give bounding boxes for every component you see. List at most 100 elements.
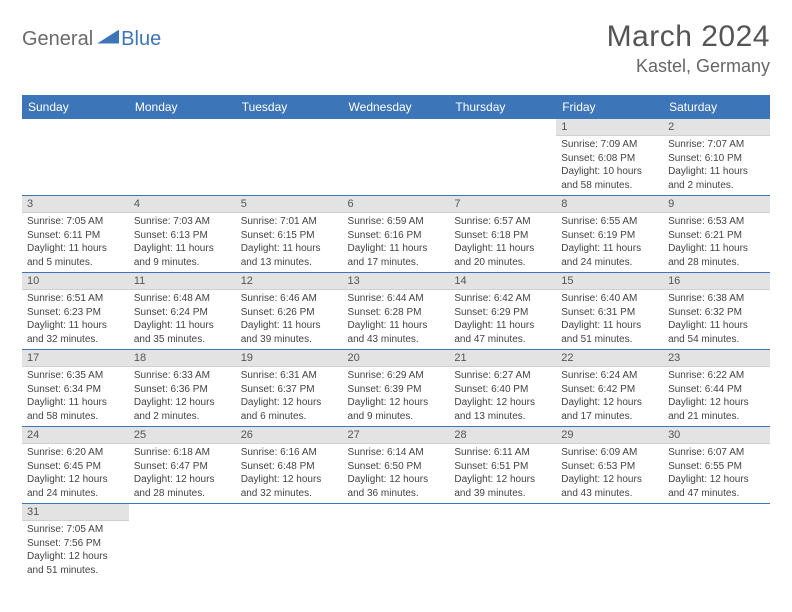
calendar-cell: 27Sunrise: 6:14 AMSunset: 6:50 PMDayligh…: [343, 427, 450, 504]
weekday-header: Thursday: [449, 95, 556, 119]
day-number: 19: [236, 350, 343, 367]
sunrise-text: Sunrise: 7:03 AM: [134, 215, 231, 229]
day-number: 23: [663, 350, 770, 367]
day-content: Sunrise: 6:07 AMSunset: 6:55 PMDaylight:…: [663, 444, 770, 503]
day-content: Sunrise: 6:59 AMSunset: 6:16 PMDaylight:…: [343, 213, 450, 272]
calendar-cell: 13Sunrise: 6:44 AMSunset: 6:28 PMDayligh…: [343, 273, 450, 350]
sunrise-text: Sunrise: 6:33 AM: [134, 369, 231, 383]
sunrise-text: Sunrise: 6:57 AM: [454, 215, 551, 229]
sunrise-text: Sunrise: 6:31 AM: [241, 369, 338, 383]
daylight-line2: and 39 minutes.: [454, 487, 551, 501]
sunset-text: Sunset: 6:55 PM: [668, 460, 765, 474]
day-number: 28: [449, 427, 556, 444]
calendar-cell: 14Sunrise: 6:42 AMSunset: 6:29 PMDayligh…: [449, 273, 556, 350]
day-number: 18: [129, 350, 236, 367]
sunrise-text: Sunrise: 6:29 AM: [348, 369, 445, 383]
logo-text-general: General: [22, 28, 93, 51]
day-content: Sunrise: 6:42 AMSunset: 6:29 PMDaylight:…: [449, 290, 556, 349]
sunrise-text: Sunrise: 6:09 AM: [561, 446, 658, 460]
day-number: 22: [556, 350, 663, 367]
sunrise-text: Sunrise: 6:07 AM: [668, 446, 765, 460]
title-block: March 2024 Kastel, Germany: [607, 20, 770, 77]
weekday-header: Monday: [129, 95, 236, 119]
calendar-cell: 23Sunrise: 6:22 AMSunset: 6:44 PMDayligh…: [663, 350, 770, 427]
daylight-line2: and 43 minutes.: [348, 333, 445, 347]
day-content: Sunrise: 6:46 AMSunset: 6:26 PMDaylight:…: [236, 290, 343, 349]
day-content: Sunrise: 6:24 AMSunset: 6:42 PMDaylight:…: [556, 367, 663, 426]
calendar-week-row: 10Sunrise: 6:51 AMSunset: 6:23 PMDayligh…: [22, 273, 770, 350]
sunset-text: Sunset: 6:29 PM: [454, 306, 551, 320]
daylight-line2: and 32 minutes.: [27, 333, 124, 347]
day-content: Sunrise: 6:27 AMSunset: 6:40 PMDaylight:…: [449, 367, 556, 426]
sunset-text: Sunset: 6:15 PM: [241, 229, 338, 243]
day-content: Sunrise: 6:11 AMSunset: 6:51 PMDaylight:…: [449, 444, 556, 503]
day-number: 5: [236, 196, 343, 213]
daylight-line2: and 51 minutes.: [561, 333, 658, 347]
day-content: Sunrise: 6:20 AMSunset: 6:45 PMDaylight:…: [22, 444, 129, 503]
day-number: 30: [663, 427, 770, 444]
sunset-text: Sunset: 6:10 PM: [668, 152, 765, 166]
daylight-line1: Daylight: 11 hours: [348, 242, 445, 256]
calendar-body: 1Sunrise: 7:09 AMSunset: 6:08 PMDaylight…: [22, 119, 770, 580]
day-number: 8: [556, 196, 663, 213]
day-content: Sunrise: 6:09 AMSunset: 6:53 PMDaylight:…: [556, 444, 663, 503]
weekday-header: Tuesday: [236, 95, 343, 119]
calendar-cell: 20Sunrise: 6:29 AMSunset: 6:39 PMDayligh…: [343, 350, 450, 427]
calendar-week-row: 3Sunrise: 7:05 AMSunset: 6:11 PMDaylight…: [22, 196, 770, 273]
logo-text-blue: Blue: [121, 28, 161, 51]
daylight-line2: and 43 minutes.: [561, 487, 658, 501]
weekday-header: Wednesday: [343, 95, 450, 119]
calendar-cell: [556, 504, 663, 581]
weekday-header: Sunday: [22, 95, 129, 119]
sunset-text: Sunset: 6:48 PM: [241, 460, 338, 474]
daylight-line1: Daylight: 11 hours: [668, 319, 765, 333]
daylight-line2: and 24 minutes.: [561, 256, 658, 270]
daylight-line2: and 39 minutes.: [241, 333, 338, 347]
calendar-cell: 21Sunrise: 6:27 AMSunset: 6:40 PMDayligh…: [449, 350, 556, 427]
day-number: 2: [663, 119, 770, 136]
daylight-line1: Daylight: 11 hours: [241, 319, 338, 333]
sunset-text: Sunset: 6:47 PM: [134, 460, 231, 474]
daylight-line2: and 20 minutes.: [454, 256, 551, 270]
daylight-line2: and 21 minutes.: [668, 410, 765, 424]
calendar-cell: 6Sunrise: 6:59 AMSunset: 6:16 PMDaylight…: [343, 196, 450, 273]
calendar-cell: 12Sunrise: 6:46 AMSunset: 6:26 PMDayligh…: [236, 273, 343, 350]
sunrise-text: Sunrise: 6:46 AM: [241, 292, 338, 306]
day-number: 4: [129, 196, 236, 213]
day-number: 27: [343, 427, 450, 444]
sunset-text: Sunset: 6:26 PM: [241, 306, 338, 320]
sunset-text: Sunset: 6:34 PM: [27, 383, 124, 397]
day-content: Sunrise: 6:33 AMSunset: 6:36 PMDaylight:…: [129, 367, 236, 426]
weekday-header-row: SundayMondayTuesdayWednesdayThursdayFrid…: [22, 95, 770, 119]
calendar-cell: 19Sunrise: 6:31 AMSunset: 6:37 PMDayligh…: [236, 350, 343, 427]
day-content: Sunrise: 6:55 AMSunset: 6:19 PMDaylight:…: [556, 213, 663, 272]
calendar-cell: 24Sunrise: 6:20 AMSunset: 6:45 PMDayligh…: [22, 427, 129, 504]
sunset-text: Sunset: 6:16 PM: [348, 229, 445, 243]
calendar-cell: 4Sunrise: 7:03 AMSunset: 6:13 PMDaylight…: [129, 196, 236, 273]
calendar-week-row: 17Sunrise: 6:35 AMSunset: 6:34 PMDayligh…: [22, 350, 770, 427]
daylight-line2: and 2 minutes.: [668, 179, 765, 193]
day-number: 9: [663, 196, 770, 213]
calendar-cell: 11Sunrise: 6:48 AMSunset: 6:24 PMDayligh…: [129, 273, 236, 350]
daylight-line2: and 47 minutes.: [668, 487, 765, 501]
calendar-cell: [129, 119, 236, 196]
daylight-line1: Daylight: 12 hours: [134, 473, 231, 487]
sunrise-text: Sunrise: 6:27 AM: [454, 369, 551, 383]
calendar-cell: 10Sunrise: 6:51 AMSunset: 6:23 PMDayligh…: [22, 273, 129, 350]
sunset-text: Sunset: 6:31 PM: [561, 306, 658, 320]
sunrise-text: Sunrise: 6:44 AM: [348, 292, 445, 306]
sunset-text: Sunset: 6:21 PM: [668, 229, 765, 243]
daylight-line2: and 51 minutes.: [27, 564, 124, 578]
sunrise-text: Sunrise: 7:05 AM: [27, 523, 124, 537]
sunrise-text: Sunrise: 7:07 AM: [668, 138, 765, 152]
daylight-line1: Daylight: 12 hours: [561, 396, 658, 410]
day-content: Sunrise: 6:51 AMSunset: 6:23 PMDaylight:…: [22, 290, 129, 349]
sunset-text: Sunset: 6:40 PM: [454, 383, 551, 397]
day-number: 17: [22, 350, 129, 367]
location-label: Kastel, Germany: [607, 56, 770, 77]
calendar-cell: 5Sunrise: 7:01 AMSunset: 6:15 PMDaylight…: [236, 196, 343, 273]
calendar-week-row: 31Sunrise: 7:05 AMSunset: 7:56 PMDayligh…: [22, 504, 770, 581]
sunset-text: Sunset: 6:53 PM: [561, 460, 658, 474]
sunrise-text: Sunrise: 7:01 AM: [241, 215, 338, 229]
day-number: 31: [22, 504, 129, 521]
